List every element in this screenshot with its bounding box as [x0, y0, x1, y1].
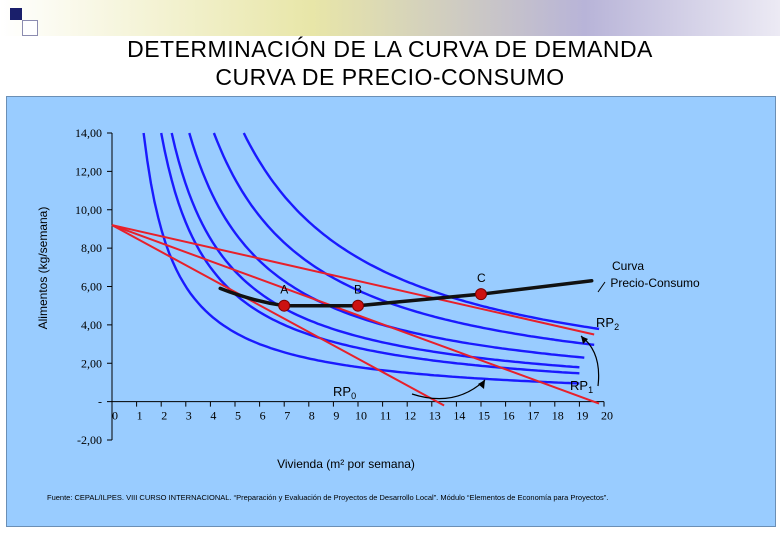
budget-line [111, 224, 600, 405]
y-tick-label: 2,00 [81, 356, 102, 370]
y-tick-label: 12,00 [75, 164, 102, 178]
indifference-curve [212, 132, 595, 346]
page-title-line2: CURVA DE PRECIO-CONSUMO [215, 64, 565, 90]
indifference-curves [142, 132, 600, 385]
annotation-rp2: RP2 [596, 315, 619, 332]
indifference-curve [142, 132, 580, 385]
x-tick-label: 9 [333, 409, 339, 423]
x-tick-label: 2 [161, 409, 167, 423]
annotation-pcc-line2: Precio-Consumo [610, 276, 700, 290]
x-tick-label: 15 [478, 409, 490, 423]
x-tick-label: 3 [186, 409, 192, 423]
indifference-curve [170, 132, 580, 369]
x-tick-label: 16 [503, 409, 515, 423]
point-c [475, 288, 487, 301]
page-title-line1: DETERMINACIÓN DE LA CURVA DE DEMANDA [127, 36, 653, 62]
arrow-rp1-to-rp2-head [581, 336, 588, 344]
top-gradient-bar [0, 0, 780, 36]
footer-source: Fuente: CEPAL/ILPES. VIII CURSO INTERNAC… [47, 493, 608, 502]
x-tick-label: 4 [210, 409, 216, 423]
x-tick-label: 17 [527, 409, 539, 423]
x-tick-label: 10 [355, 409, 367, 423]
arrow-rp0-to-rp1 [411, 379, 486, 400]
x-tick-label: 20 [601, 409, 613, 423]
x-tick-label: 1 [137, 409, 143, 423]
point-b [352, 299, 364, 312]
y-axis-label: Alimentos (kg/semana) [36, 207, 50, 330]
y-tick-label: 6,00 [81, 280, 102, 294]
pcc-line [218, 278, 594, 308]
deco-square-large [10, 8, 22, 20]
y-tick-label: -2,00 [77, 433, 102, 447]
indifference-curve [242, 132, 600, 331]
x-tick-label: 8 [309, 409, 315, 423]
annotation-rp1: RP1 [570, 378, 593, 395]
x-tick-label: 13 [429, 409, 441, 423]
y-tick-label: 4,00 [81, 318, 102, 332]
annotation-pcc-line1: Curva [612, 259, 644, 273]
x-tick-label: 12 [404, 409, 416, 423]
x-tick-label: 6 [260, 409, 266, 423]
deco-square-outline [22, 20, 38, 36]
arrow-rp0-to-rp1-head [478, 380, 485, 389]
x-tick-label: 0 [112, 409, 118, 423]
equilibrium-points: A B C [278, 271, 487, 312]
annotation-rp0: RP0 [333, 384, 356, 401]
point-label-c: C [477, 271, 486, 285]
y-tick-label: 14,00 [75, 126, 102, 140]
pcc-label-pointer [597, 281, 606, 293]
y-tick-label: - [98, 395, 102, 409]
point-label-a: A [280, 283, 288, 297]
x-tick-label: 19 [576, 409, 588, 423]
budget-line [111, 224, 445, 407]
indifference-curve [188, 132, 585, 359]
y-tick-label: 10,00 [75, 203, 102, 217]
budget-line [111, 224, 595, 336]
x-tick-label: 14 [453, 409, 465, 423]
x-tick-label: 18 [552, 409, 564, 423]
budget-lines [111, 224, 600, 407]
x-axis-label: Vivienda (m² por semana) [277, 457, 415, 471]
x-tick-label: 11 [380, 409, 392, 423]
indifference-curve [160, 132, 580, 375]
price-consumption-curve [218, 278, 594, 308]
x-tick-label: 7 [284, 409, 290, 423]
x-tick-label: 5 [235, 409, 241, 423]
point-a [278, 299, 291, 312]
y-tick-label: 8,00 [81, 241, 102, 255]
point-label-b: B [354, 283, 362, 297]
chart-area [6, 96, 776, 527]
